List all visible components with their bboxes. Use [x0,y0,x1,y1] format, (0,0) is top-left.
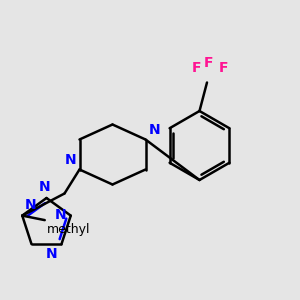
Text: F: F [192,61,201,75]
Text: N: N [55,208,67,222]
Text: N: N [64,153,76,167]
Text: methyl: methyl [47,223,91,236]
Text: N: N [46,247,58,261]
Text: F: F [219,61,228,75]
Text: F: F [204,56,213,70]
Text: N: N [39,180,51,194]
Text: N: N [149,123,161,137]
Text: N: N [25,198,36,212]
